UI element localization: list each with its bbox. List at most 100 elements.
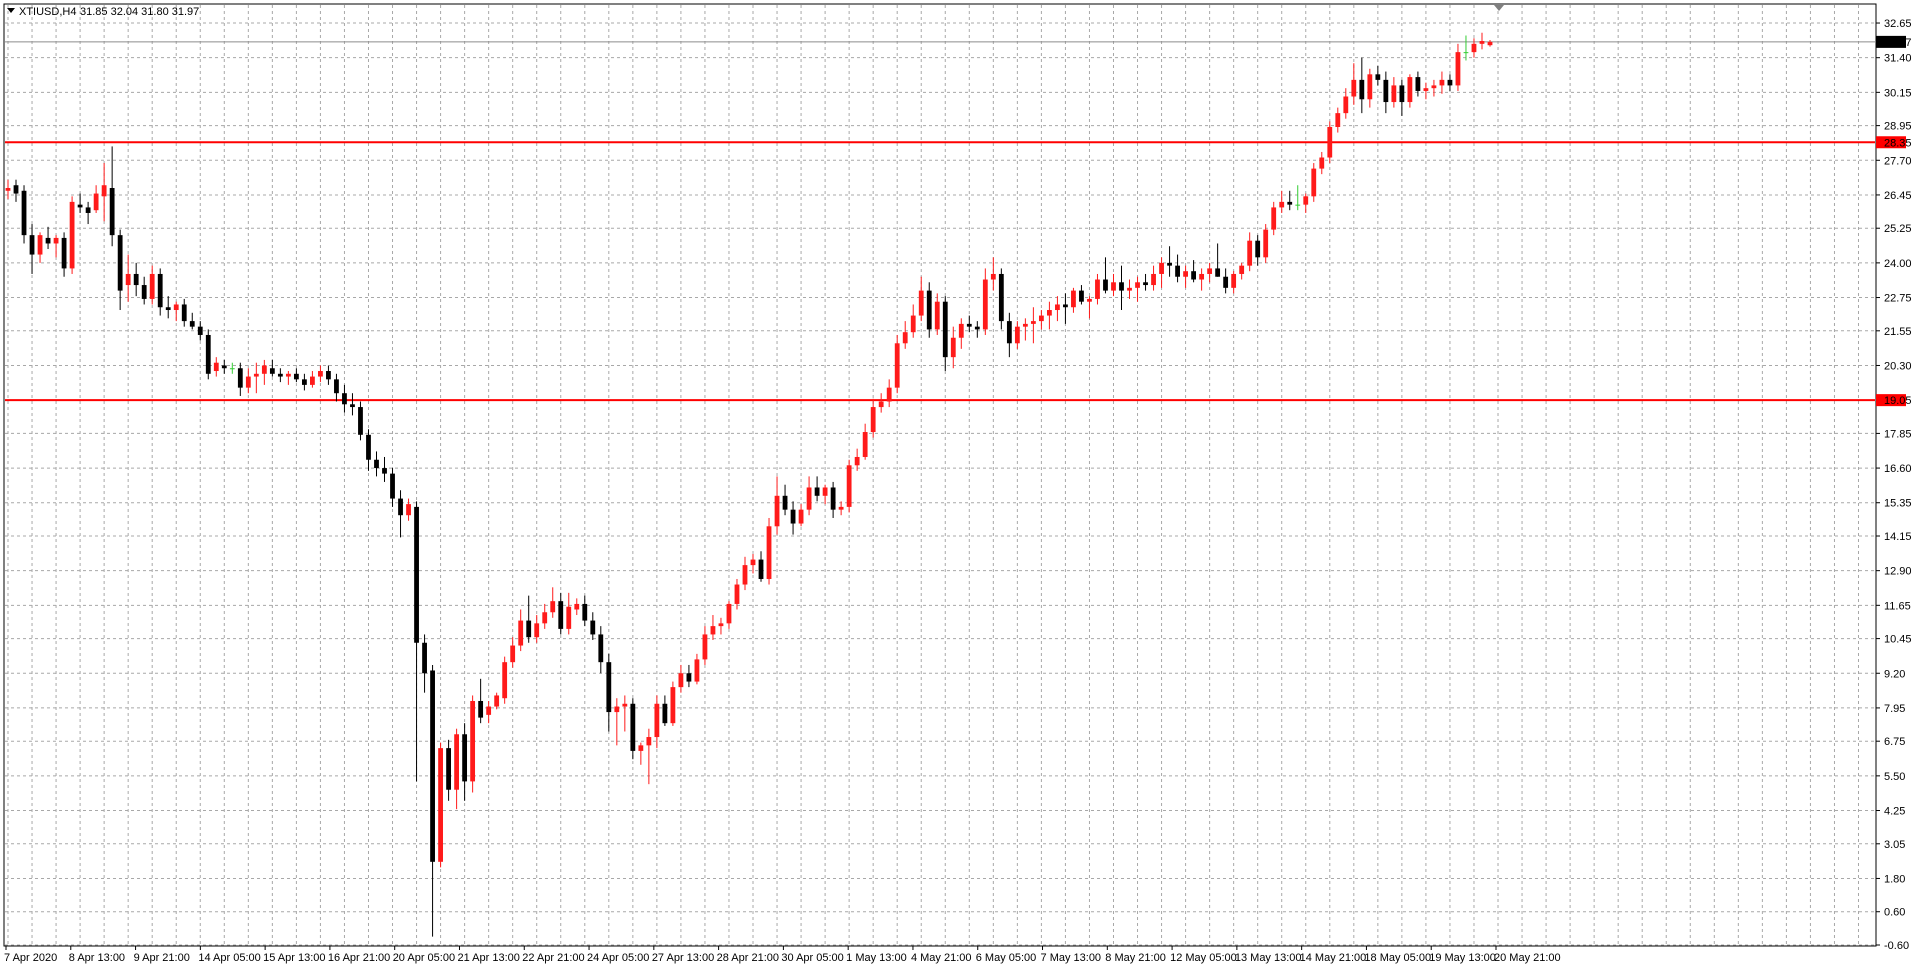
candle (85, 201, 91, 225)
candle-body (1175, 265, 1180, 277)
candle (93, 185, 99, 213)
candle-body (406, 504, 411, 516)
candle-body (526, 620, 532, 638)
candle (1439, 71, 1445, 94)
chart-shift-marker-icon[interactable] (1494, 5, 1504, 11)
candle (854, 448, 860, 471)
candle (870, 398, 876, 438)
candle (45, 226, 51, 250)
candle (462, 723, 468, 801)
candle (293, 368, 299, 383)
candle (173, 301, 179, 322)
candle-body (5, 188, 11, 191)
candle-body (926, 290, 932, 330)
candle (261, 359, 267, 385)
candle-body (1359, 79, 1365, 100)
candle (782, 484, 788, 516)
candle-body (1319, 157, 1325, 169)
candle-body (862, 432, 868, 457)
price-tick-label: 1.80 (1884, 873, 1905, 885)
candle-body (285, 373, 291, 377)
candle-body (670, 687, 676, 724)
candle-body (398, 498, 403, 516)
candle (1127, 279, 1132, 299)
candle-body (1022, 323, 1028, 327)
candle-body (109, 188, 115, 236)
candle (1175, 254, 1180, 283)
candle-body (45, 237, 51, 244)
candle (213, 357, 219, 377)
time-tick-label: 16 Apr 21:00 (328, 952, 390, 964)
candle (598, 626, 604, 674)
candle (1071, 287, 1076, 313)
candle (318, 365, 323, 383)
candle (646, 728, 652, 785)
candle (894, 334, 900, 394)
price-tick-label: 21.55 (1884, 326, 1912, 338)
candle-body (878, 401, 884, 408)
chart-header: XTIUSD,H4 31.85 32.04 31.80 31.97 (7, 6, 199, 18)
candle-body (1407, 77, 1413, 103)
candle (542, 603, 548, 629)
candle-body (486, 706, 492, 715)
candle-body (998, 273, 1004, 322)
candle (590, 612, 596, 640)
candle (197, 321, 203, 341)
candle (966, 315, 972, 333)
candle-body (918, 290, 924, 316)
candle (1159, 257, 1164, 288)
time-tick-label: 6 May 05:00 (976, 952, 1037, 964)
candle (926, 282, 932, 338)
candle-body (1231, 273, 1237, 288)
candle-body (1103, 279, 1108, 291)
candle-body (1303, 196, 1309, 205)
candle (1087, 296, 1092, 319)
candle (438, 742, 443, 868)
candle-body (814, 487, 820, 496)
collapse-arrow-icon[interactable] (7, 8, 15, 13)
candle (1391, 77, 1397, 108)
candle-body (125, 273, 131, 286)
price-tick-label: 22.75 (1884, 293, 1912, 305)
candle-body (478, 700, 484, 718)
candle (1455, 43, 1461, 91)
candle-body (1191, 271, 1197, 280)
candle-body (1415, 77, 1421, 91)
candle (446, 739, 451, 801)
candle-body (694, 659, 700, 682)
candle (1038, 310, 1044, 330)
candle (694, 653, 700, 685)
candle (1471, 38, 1477, 58)
candle-body (229, 368, 235, 370)
time-tick-label: 8 May 21:00 (1105, 952, 1166, 964)
price-tick-label: 31.40 (1884, 53, 1912, 65)
candle-body (1375, 74, 1381, 80)
candle (1063, 293, 1068, 324)
candle-body (990, 273, 996, 280)
candle (662, 695, 668, 726)
candle-body (1014, 326, 1020, 344)
candle (1030, 307, 1036, 344)
candle-body (1071, 290, 1076, 308)
candle-body (1038, 315, 1044, 322)
time-axis[interactable]: 7 Apr 2020 8 Apr 13:00 9 Apr 21:00 14 Apr 0… (4, 946, 1561, 964)
candle (1367, 68, 1373, 108)
price-axis[interactable]: 32.65 31.40 30.15 28.95 27.70 26.45 25.25 24.00… (1876, 18, 1912, 952)
candle-body (213, 362, 219, 372)
candle-body (686, 673, 692, 682)
candle (430, 664, 435, 937)
candle (1311, 163, 1317, 202)
candle (1423, 82, 1429, 100)
candle (1279, 190, 1285, 213)
candle-body (870, 407, 876, 433)
candle (1335, 107, 1341, 133)
candle-body (838, 506, 844, 510)
time-tick-label: 27 Apr 13:00 (652, 952, 714, 964)
candle (654, 695, 660, 749)
candle (61, 232, 67, 277)
candle-body (1287, 201, 1293, 205)
candle-body (1143, 282, 1148, 286)
candle-body (1207, 268, 1213, 274)
